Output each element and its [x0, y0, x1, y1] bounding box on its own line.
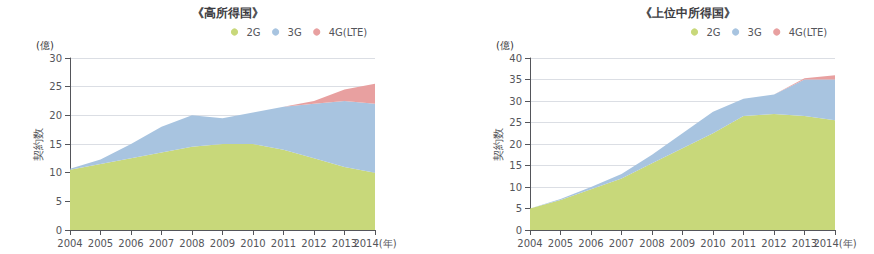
svg-text:2008: 2008 — [639, 238, 664, 249]
svg-text:25: 25 — [509, 117, 522, 128]
svg-text:2014(年): 2014(年) — [353, 238, 396, 249]
svg-text:30: 30 — [49, 53, 62, 64]
svg-text:25: 25 — [49, 81, 62, 92]
svg-text:0: 0 — [56, 225, 62, 236]
svg-text:3G: 3G — [288, 27, 302, 38]
svg-text:20: 20 — [509, 139, 522, 150]
svg-text:2004: 2004 — [57, 238, 82, 249]
svg-text:15: 15 — [509, 160, 522, 171]
svg-text:4G(LTE): 4G(LTE) — [329, 27, 368, 38]
svg-text:2007: 2007 — [609, 238, 634, 249]
svg-text:2013: 2013 — [791, 237, 818, 249]
svg-text:40: 40 — [509, 53, 522, 64]
svg-text:30: 30 — [509, 96, 522, 107]
svg-text:2006: 2006 — [578, 238, 603, 249]
svg-text:10: 10 — [509, 182, 522, 193]
svg-text:2G: 2G — [247, 27, 261, 38]
svg-text:《上位中所得国》: 《上位中所得国》 — [640, 6, 736, 20]
svg-text:2014(年): 2014(年) — [813, 238, 856, 249]
svg-text:2006: 2006 — [118, 238, 143, 249]
svg-text:4G(LTE): 4G(LTE) — [789, 27, 828, 38]
svg-text:2009: 2009 — [670, 238, 695, 249]
svg-text:契約数: 契約数 — [32, 128, 45, 161]
svg-text:契約数: 契約数 — [492, 128, 505, 161]
svg-text:2012: 2012 — [301, 238, 326, 249]
svg-text:2007: 2007 — [149, 238, 174, 249]
svg-text:2010: 2010 — [240, 238, 265, 249]
svg-text:2011: 2011 — [731, 238, 756, 249]
svg-text:0: 0 — [516, 225, 522, 236]
svg-text:15: 15 — [49, 139, 62, 150]
svg-text:2004: 2004 — [517, 238, 542, 249]
svg-text:35: 35 — [509, 74, 522, 85]
svg-text:2G: 2G — [707, 27, 721, 38]
svg-text:3G: 3G — [748, 27, 762, 38]
svg-text:5: 5 — [56, 196, 62, 207]
svg-text:2013: 2013 — [331, 237, 358, 249]
svg-text:20: 20 — [49, 110, 62, 121]
svg-text:《高所得国》: 《高所得国》 — [192, 6, 264, 20]
svg-text:2012: 2012 — [761, 238, 786, 249]
svg-text:2008: 2008 — [179, 238, 204, 249]
svg-text:2009: 2009 — [210, 238, 235, 249]
svg-text:2011: 2011 — [271, 238, 296, 249]
svg-text:2010: 2010 — [700, 238, 725, 249]
svg-text:(億): (億) — [496, 40, 514, 51]
svg-text:5: 5 — [516, 203, 522, 214]
svg-text:2005: 2005 — [548, 238, 573, 249]
svg-text:10: 10 — [49, 167, 62, 178]
svg-text:(億): (億) — [36, 40, 54, 51]
svg-text:2005: 2005 — [88, 238, 113, 249]
